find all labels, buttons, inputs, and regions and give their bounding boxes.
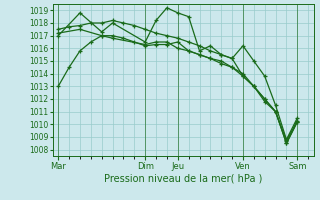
X-axis label: Pression niveau de la mer( hPa ): Pression niveau de la mer( hPa ) <box>104 173 262 183</box>
